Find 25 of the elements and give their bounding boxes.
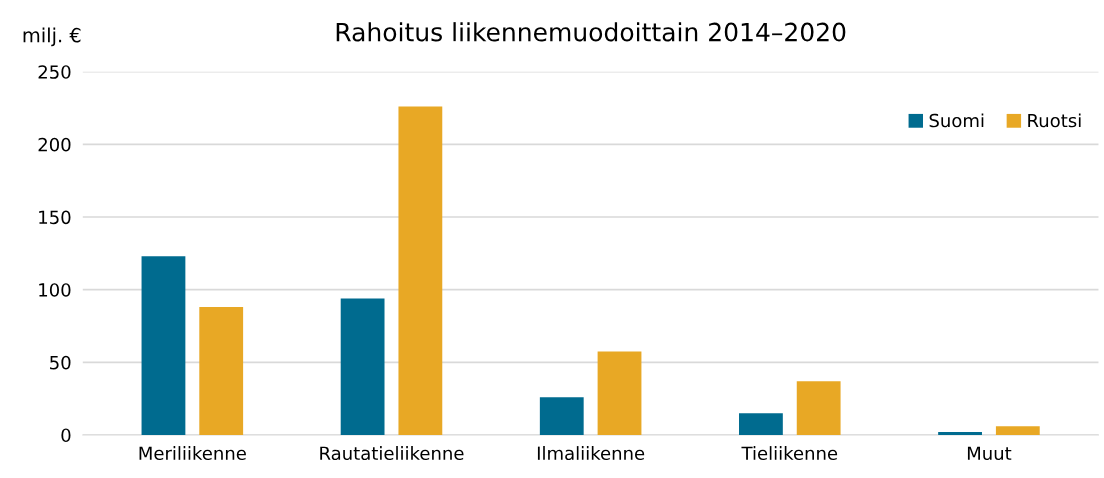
bar: [340, 298, 385, 435]
x-tick-label: Ilmaliikenne: [537, 446, 645, 461]
legend-label: Ruotsi: [1028, 113, 1081, 128]
bar: [141, 256, 186, 435]
y-tick-label: 100: [39, 283, 71, 297]
x-tick-label: Rautatieliikenne: [320, 446, 464, 461]
bar: [938, 432, 982, 435]
bar: [739, 413, 783, 435]
bar: [995, 426, 1040, 435]
bar: [398, 106, 443, 435]
x-tick-label: Muut: [967, 446, 1012, 461]
x-tick-label: Tieliikenne: [741, 446, 838, 461]
bar: [597, 351, 642, 435]
y-tick-label: 150: [39, 210, 71, 225]
legend-label: Suomi: [929, 113, 984, 128]
x-tick-label: Meriliikenne: [139, 446, 246, 461]
bar: [539, 397, 584, 435]
y-tick-label: 50: [50, 355, 71, 370]
bar: [199, 307, 244, 435]
y-axis-title: milj. €: [23, 27, 81, 47]
y-tick-label: 250: [38, 65, 71, 79]
chart-title: Rahoitus liikennemuodoittain 2014–2020: [336, 22, 846, 42]
y-tick-label: 200: [38, 137, 71, 152]
bar: [796, 381, 841, 435]
y-tick-label: 0: [61, 428, 71, 443]
